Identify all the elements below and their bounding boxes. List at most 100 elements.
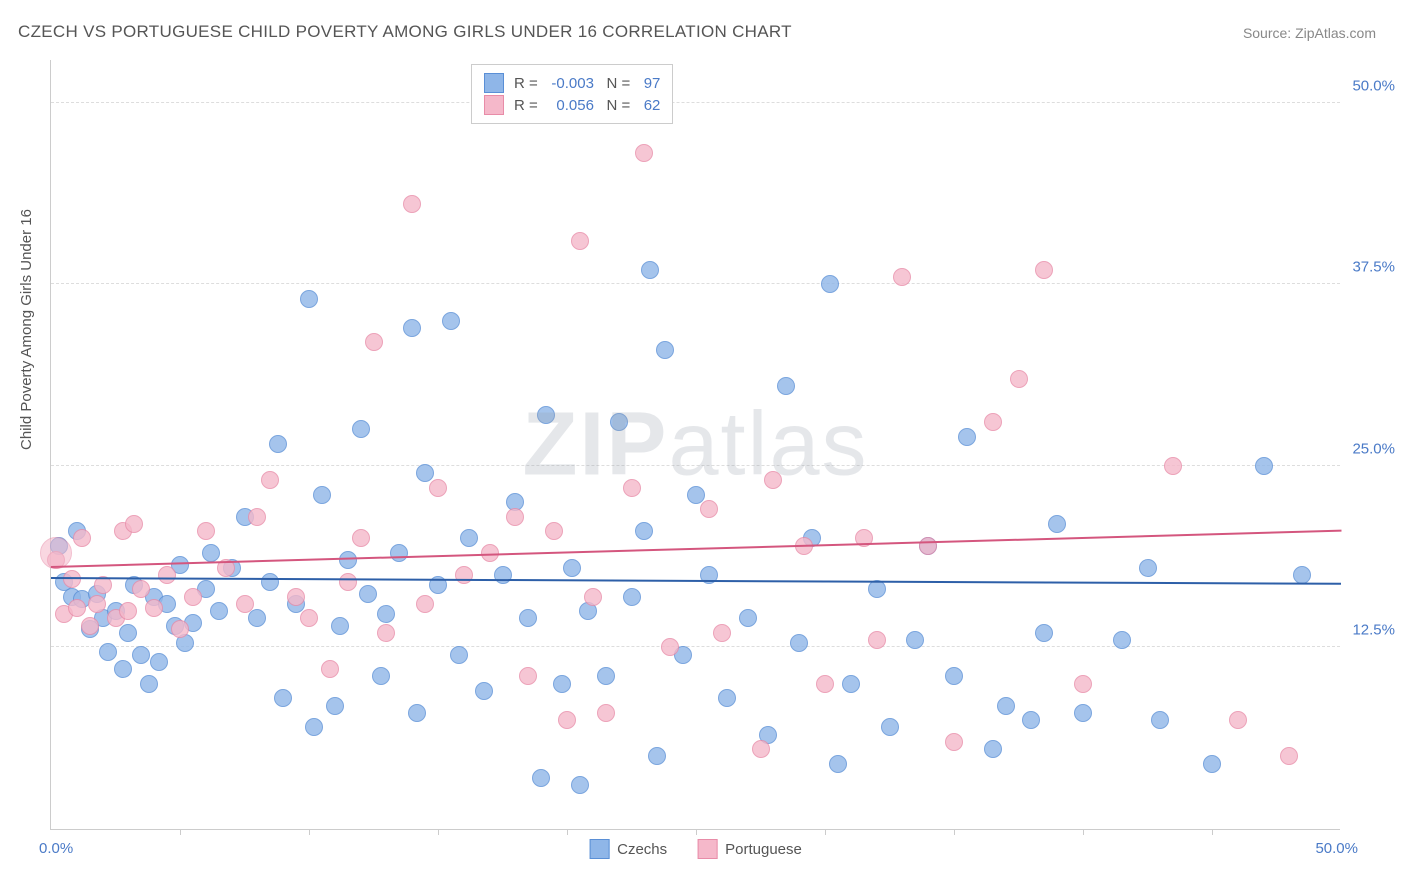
y-tick-label: 25.0% bbox=[1352, 440, 1395, 457]
scatter-point bbox=[359, 585, 377, 603]
scatter-point bbox=[997, 697, 1015, 715]
scatter-point bbox=[326, 697, 344, 715]
scatter-point bbox=[752, 740, 770, 758]
scatter-point bbox=[610, 413, 628, 431]
scatter-point bbox=[372, 667, 390, 685]
trend-line bbox=[51, 577, 1341, 585]
x-tick bbox=[825, 829, 826, 835]
scatter-point bbox=[313, 486, 331, 504]
scatter-point bbox=[1074, 704, 1092, 722]
x-tick bbox=[567, 829, 568, 835]
scatter-point bbox=[1151, 711, 1169, 729]
scatter-point bbox=[248, 609, 266, 627]
scatter-point bbox=[623, 588, 641, 606]
scatter-point bbox=[1293, 566, 1311, 584]
scatter-point bbox=[842, 675, 860, 693]
x-tick bbox=[1083, 829, 1084, 835]
x-tick bbox=[438, 829, 439, 835]
scatter-point bbox=[236, 595, 254, 613]
scatter-point bbox=[597, 667, 615, 685]
scatter-point bbox=[563, 559, 581, 577]
y-tick-label: 37.5% bbox=[1352, 259, 1395, 276]
scatter-point bbox=[648, 747, 666, 765]
legend-swatch-portuguese bbox=[697, 839, 717, 859]
scatter-point bbox=[403, 319, 421, 337]
scatter-point bbox=[984, 413, 1002, 431]
scatter-point bbox=[377, 624, 395, 642]
scatter-point bbox=[506, 508, 524, 526]
scatter-point bbox=[1048, 515, 1066, 533]
stat-r-label: R = -0.003 N = 97 bbox=[514, 75, 660, 92]
scatter-point bbox=[73, 529, 91, 547]
scatter-point bbox=[1280, 747, 1298, 765]
scatter-point bbox=[584, 588, 602, 606]
scatter-point bbox=[197, 522, 215, 540]
scatter-point bbox=[300, 290, 318, 308]
stat-r-portuguese: 0.056 bbox=[542, 97, 594, 114]
scatter-point bbox=[881, 718, 899, 736]
scatter-point bbox=[1255, 457, 1273, 475]
scatter-point bbox=[816, 675, 834, 693]
scatter-point bbox=[532, 769, 550, 787]
scatter-point bbox=[416, 595, 434, 613]
scatter-point bbox=[893, 268, 911, 286]
scatter-point bbox=[287, 588, 305, 606]
scatter-point bbox=[321, 660, 339, 678]
scatter-point bbox=[519, 667, 537, 685]
scatter-point bbox=[919, 537, 937, 555]
y-axis-label: Child Poverty Among Girls Under 16 bbox=[18, 209, 35, 450]
swatch-portuguese bbox=[484, 95, 504, 115]
scatter-point bbox=[558, 711, 576, 729]
chart-title: CZECH VS PORTUGUESE CHILD POVERTY AMONG … bbox=[18, 22, 792, 42]
scatter-point bbox=[261, 471, 279, 489]
scatter-point bbox=[868, 631, 886, 649]
x-tick bbox=[309, 829, 310, 835]
scatter-point bbox=[656, 341, 674, 359]
scatter-point bbox=[739, 609, 757, 627]
scatter-point bbox=[519, 609, 537, 627]
scatter-point bbox=[764, 471, 782, 489]
scatter-point bbox=[1139, 559, 1157, 577]
scatter-point bbox=[114, 660, 132, 678]
legend-swatch-czechs bbox=[589, 839, 609, 859]
scatter-point bbox=[1010, 370, 1028, 388]
scatter-point bbox=[1074, 675, 1092, 693]
scatter-point bbox=[718, 689, 736, 707]
legend-item-czechs: Czechs bbox=[589, 839, 667, 859]
x-tick bbox=[1212, 829, 1213, 835]
scatter-point bbox=[171, 620, 189, 638]
scatter-point bbox=[377, 605, 395, 623]
scatter-point bbox=[597, 704, 615, 722]
scatter-point bbox=[661, 638, 679, 656]
scatter-point bbox=[119, 624, 137, 642]
scatter-point bbox=[790, 634, 808, 652]
scatter-point bbox=[403, 195, 421, 213]
scatter-point bbox=[450, 646, 468, 664]
scatter-point bbox=[145, 599, 163, 617]
scatter-point bbox=[390, 544, 408, 562]
scatter-point bbox=[635, 522, 653, 540]
scatter-point bbox=[99, 643, 117, 661]
scatter-point bbox=[184, 588, 202, 606]
scatter-point bbox=[339, 551, 357, 569]
scatter-point bbox=[269, 435, 287, 453]
scatter-point bbox=[553, 675, 571, 693]
scatter-point bbox=[687, 486, 705, 504]
scatter-point bbox=[958, 428, 976, 446]
scatter-point bbox=[416, 464, 434, 482]
scatter-point bbox=[906, 631, 924, 649]
gridline bbox=[51, 646, 1340, 647]
legend-label-czechs: Czechs bbox=[617, 841, 667, 858]
scatter-point bbox=[460, 529, 478, 547]
scatter-point bbox=[475, 682, 493, 700]
gridline bbox=[51, 283, 1340, 284]
scatter-point bbox=[1035, 261, 1053, 279]
scatter-point bbox=[210, 602, 228, 620]
scatter-point bbox=[545, 522, 563, 540]
scatter-point bbox=[700, 500, 718, 518]
scatter-point bbox=[945, 733, 963, 751]
scatter-point bbox=[1203, 755, 1221, 773]
stat-row-czechs: R = -0.003 N = 97 bbox=[484, 73, 660, 93]
scatter-point bbox=[1164, 457, 1182, 475]
scatter-point bbox=[429, 479, 447, 497]
